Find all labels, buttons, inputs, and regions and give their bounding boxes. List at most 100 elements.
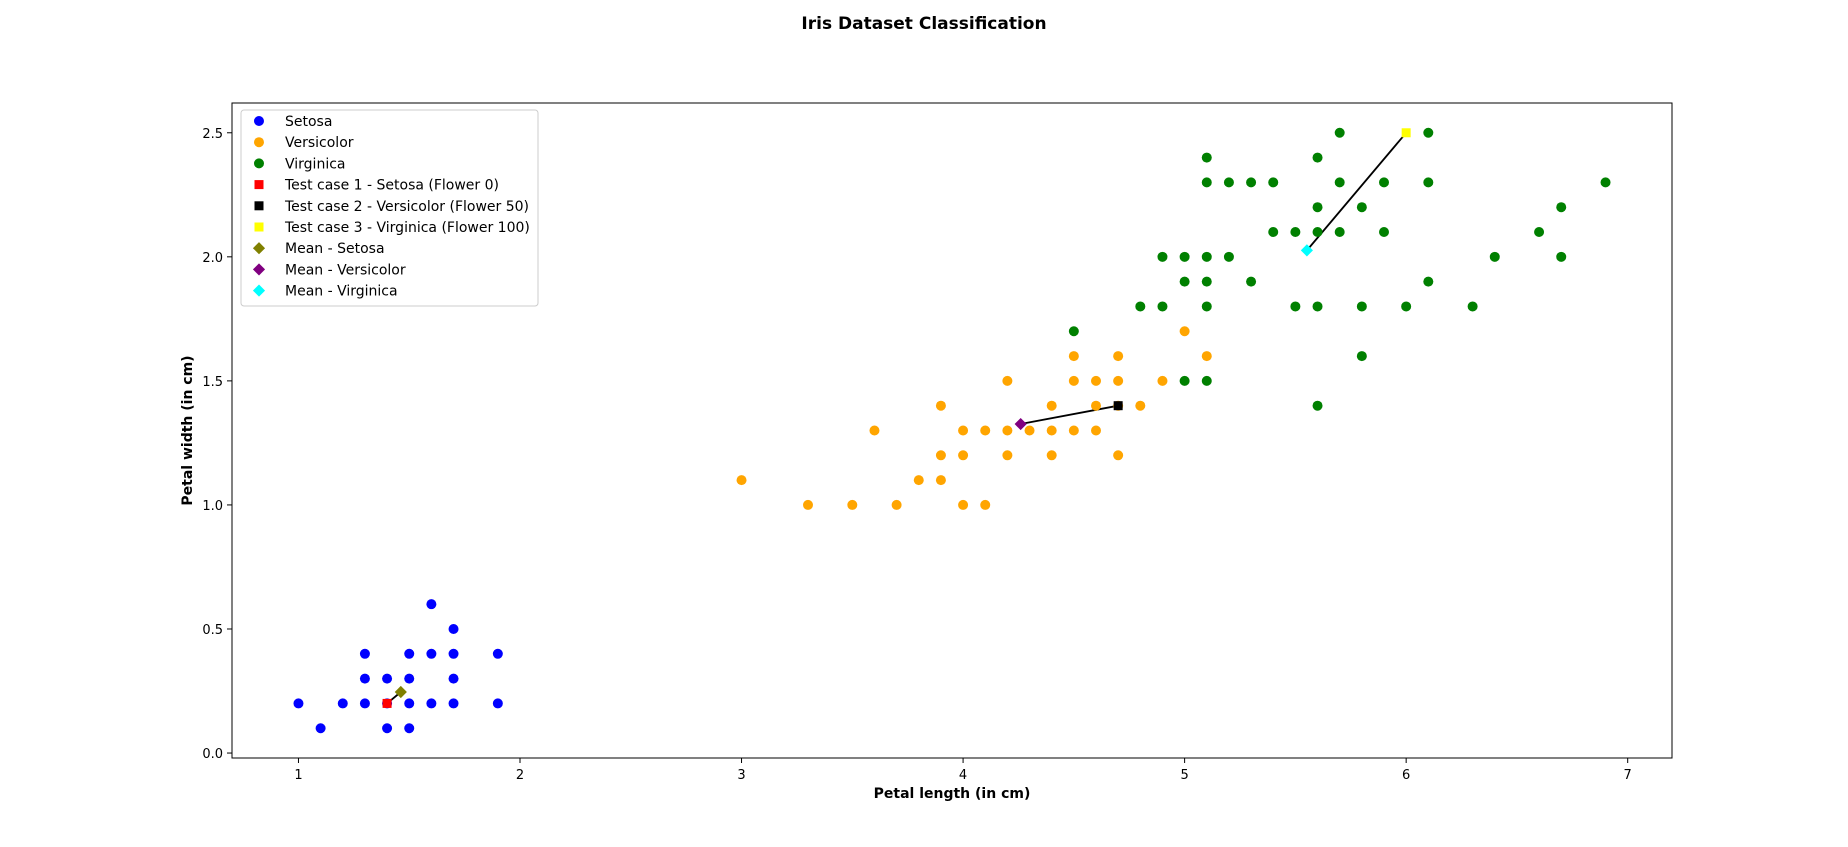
point-virginica [1201,251,1212,262]
plot-frame [231,102,1673,759]
point-setosa [315,723,326,734]
point-virginica [1290,301,1301,312]
point-virginica [1179,276,1190,287]
point-virginica [1179,375,1190,386]
x-axis-ticks: 1 2 3 4 5 6 7 [294,758,1632,783]
point-versicolor [1046,450,1057,461]
point-virginica [1201,177,1212,188]
point-setosa [293,698,304,709]
chart-title: Iris Dataset Classification [801,14,1047,34]
point-mean-setosa [394,685,407,699]
x-tick-label: 5 [1180,768,1188,783]
x-tick-label: 2 [516,768,524,783]
point-versicolor [1046,425,1057,436]
connector-line [1020,404,1119,425]
point-test-case-2-versicolor-flower-50 [1113,401,1123,411]
connector-lines [386,132,1407,705]
point-virginica [1246,177,1257,188]
point-versicolor [958,450,969,461]
point-versicolor [1135,400,1146,411]
point-versicolor [958,499,969,510]
point-versicolor [1113,375,1124,386]
point-setosa [448,623,459,634]
point-versicolor [803,499,813,510]
x-axis-label: Petal length (in cm) [874,786,1031,802]
legend-label: Test case 1 - Setosa (Flower 0) [284,178,499,194]
point-virginica [1157,251,1168,262]
legend-label: Mean - Virginica [285,284,398,300]
point-virginica [1423,177,1434,188]
y-tick-label: 0.5 [202,623,223,638]
point-versicolor [1113,351,1124,362]
point-virginica [1401,301,1412,312]
point-test-case-1-setosa-flower-0 [382,698,392,708]
point-setosa [426,599,437,610]
connector-line [1306,132,1407,251]
y-axis-label: Petal width (in cm) [180,355,196,505]
point-virginica [1423,127,1434,138]
legend-marker-versicolor [254,137,264,148]
point-setosa [426,698,437,709]
point-virginica [1489,251,1500,262]
legend-label: Versicolor [285,135,354,151]
x-tick-label: 1 [294,768,302,783]
point-versicolor [913,475,924,486]
point-virginica [1179,251,1190,262]
point-setosa [492,648,503,659]
point-versicolor [1002,450,1013,461]
point-virginica [1423,276,1434,287]
point-virginica [1201,301,1212,312]
point-mean-virginica [1300,244,1313,257]
point-virginica [1556,251,1567,262]
point-setosa [359,698,370,709]
point-versicolor [1091,425,1101,436]
legend-marker-test-case-2-versicolor-flower-50 [254,201,264,211]
point-virginica [1223,251,1234,262]
point-versicolor [1201,351,1212,362]
point-virginica [1246,276,1257,287]
point-virginica [1201,375,1212,386]
legend-label: Virginica [285,156,345,172]
x-tick-label: 7 [1624,768,1632,783]
y-tick-label: 2.5 [202,127,223,142]
point-virginica [1312,227,1323,238]
y-axis-ticks: 0.0 0.5 1.0 1.5 2.0 2.5 [202,127,232,762]
point-virginica [1268,177,1279,188]
point-virginica [1356,202,1367,213]
point-versicolor [869,425,880,436]
point-setosa [448,698,459,709]
point-virginica [1201,276,1212,287]
legend-marker-setosa [254,116,264,126]
point-virginica [1379,177,1389,188]
point-versicolor [980,425,991,436]
point-setosa [359,673,370,684]
x-tick-label: 6 [1402,768,1410,783]
x-tick-label: 3 [737,768,745,783]
legend-label: Test case 3 - Virginica (Flower 100) [284,220,530,236]
legend-marker-test-case-1-setosa-flower-0 [254,180,264,190]
point-virginica [1379,227,1389,238]
x-tick-label: 4 [959,768,967,783]
legend-marker-mean-setosa [252,242,266,255]
point-versicolor [1068,351,1079,362]
point-setosa [404,723,415,734]
point-versicolor [1002,425,1013,436]
point-versicolor [935,475,946,486]
y-tick-label: 1.0 [202,499,223,514]
point-versicolor [847,499,858,510]
point-versicolor [1113,450,1124,461]
point-versicolor [736,475,747,486]
point-virginica [1334,227,1345,238]
point-setosa [404,648,415,659]
point-versicolor [980,499,991,510]
point-versicolor [1002,375,1013,386]
legend-label: Mean - Setosa [285,241,385,257]
point-setosa [426,648,437,659]
y-tick-label: 0.0 [202,747,223,762]
legend-box [240,109,539,307]
point-virginica [1334,177,1345,188]
point-versicolor [1091,400,1101,411]
point-virginica [1268,227,1279,238]
point-virginica [1600,177,1611,188]
point-virginica [1290,227,1301,238]
